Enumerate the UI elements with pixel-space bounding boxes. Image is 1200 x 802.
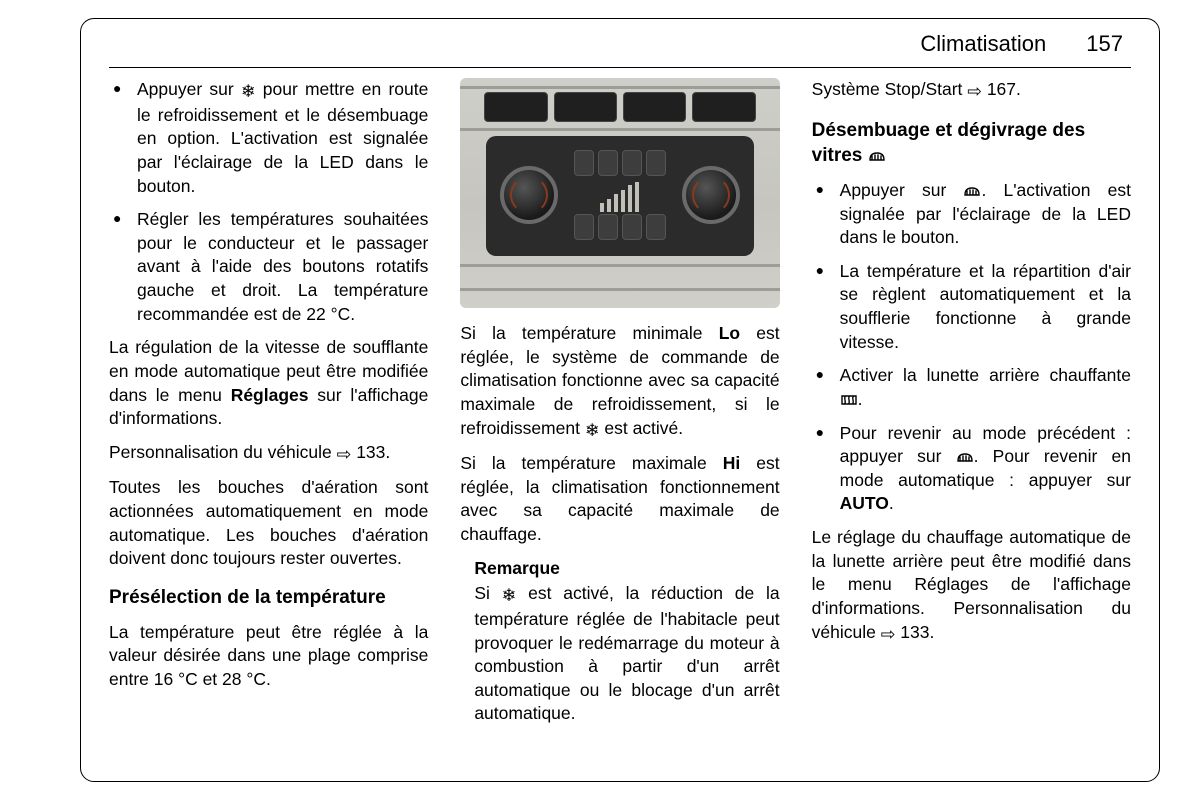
column-3: Système Stop/Start ⇨ 167. Désembuage et …: [812, 78, 1131, 736]
text: Si la température minimale: [460, 323, 718, 343]
text: Si la température maximale: [460, 453, 722, 473]
snowflake-icon: ❄: [585, 419, 600, 443]
col1-para-bouches: Toutes les bouches d'aération sont actio…: [109, 476, 428, 571]
text: .: [889, 493, 894, 513]
section-title: Climatisation: [920, 31, 1046, 57]
reference-arrow-icon: ⇨: [337, 443, 352, 467]
remark-block: Remarque Si ❄ est activé, la réduction d…: [460, 557, 779, 726]
list-item: Appuyer sur ❄ pour mettre en route le re…: [137, 78, 428, 198]
control-panel: [486, 136, 753, 256]
page-frame: Climatisation 157 Appuyer sur ❄ pour met…: [80, 18, 1160, 782]
snowflake-icon: ❄: [241, 80, 256, 104]
list-item: Régler les températures souhai­tées pour…: [137, 208, 428, 326]
defrost-icon: [963, 184, 981, 198]
page-number: 157: [1086, 31, 1123, 57]
bold-text: Réglages: [231, 385, 309, 405]
page-header: Climatisation 157: [109, 29, 1131, 65]
col1-para-personnalisation: Personnalisation du véhicule ⇨ 133.: [109, 441, 428, 467]
col3-para-reglage: Le réglage du chauffage automatique de l…: [812, 526, 1131, 646]
reference-arrow-icon: ⇨: [967, 80, 982, 104]
list-item: Activer la lunette arrière chauf­fante .: [840, 364, 1131, 411]
reference-arrow-icon: ⇨: [881, 623, 896, 647]
defrost-icon: [868, 149, 886, 163]
list-item: Pour revenir au mode précédent : appuyer…: [840, 422, 1131, 517]
climate-control-photo: [460, 78, 779, 308]
col1-para-reglages: La régulation de la vitesse de souf­flan…: [109, 336, 428, 431]
text: Pour revenir au mode précédent : appuyer…: [840, 423, 1131, 490]
col1-bullet-list: Appuyer sur ❄ pour mettre en route le re…: [109, 78, 428, 326]
col2-para-hi: Si la température maximale Hi est réglée…: [460, 452, 779, 547]
col1-para-plage: La température peut être réglée à la val…: [109, 621, 428, 692]
column-2: Si la température minimale Lo est réglée…: [460, 78, 779, 736]
list-item: Appuyer sur . L'activation est signalée …: [840, 179, 1131, 250]
subhead-desembuage: Désembuage et dégivrage des vitres: [812, 118, 1131, 169]
content-columns: Appuyer sur ❄ pour mettre en route le re…: [109, 78, 1131, 736]
remark-heading: Remarque: [474, 557, 779, 581]
col3-para-stopstart: Système Stop/Start ⇨ 167.: [812, 78, 1131, 104]
left-temp-dial: [500, 166, 558, 224]
subhead-preselection: Présélection de la température: [109, 585, 428, 611]
snowflake-icon: ❄: [502, 584, 517, 608]
bold-text: Lo: [719, 323, 740, 343]
header-rule: [109, 67, 1131, 68]
right-temp-dial: [682, 166, 740, 224]
defrost-icon: [956, 450, 974, 464]
remark-body: Si ❄ est activé, la réduction de la temp…: [474, 582, 779, 726]
list-item: La température et la répartition d'air s…: [840, 260, 1131, 355]
bold-text: AUTO: [840, 493, 889, 513]
rear-defrost-icon: [840, 393, 858, 407]
column-1: Appuyer sur ❄ pour mettre en route le re…: [109, 78, 428, 736]
bold-text: Hi: [723, 453, 741, 473]
col2-para-lo: Si la température minimale Lo est réglée…: [460, 322, 779, 442]
col3-bullet-list: Appuyer sur . L'activation est signalée …: [812, 179, 1131, 516]
